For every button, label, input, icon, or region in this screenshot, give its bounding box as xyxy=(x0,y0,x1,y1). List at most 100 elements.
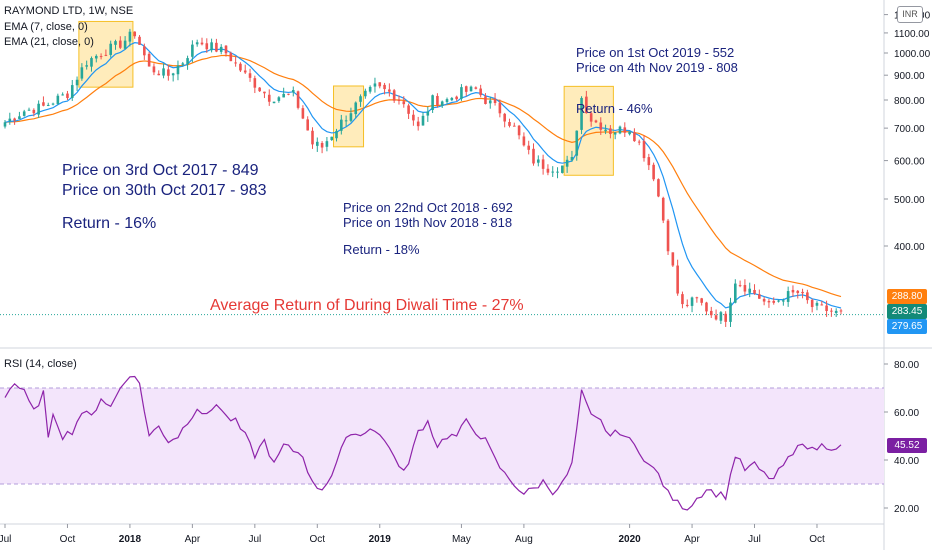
candle xyxy=(234,56,237,67)
candle xyxy=(729,297,732,327)
candle xyxy=(90,56,93,72)
candle-body xyxy=(690,297,694,306)
rsi-legend: RSI (14, close) xyxy=(4,358,77,370)
candle-body xyxy=(541,159,545,169)
candle-body xyxy=(248,73,252,78)
ema21-price-tag: 279.65 xyxy=(887,319,927,334)
candle-body xyxy=(114,41,117,45)
candle xyxy=(200,37,204,46)
candle-body xyxy=(349,113,353,121)
candle-body xyxy=(825,305,828,312)
candle xyxy=(282,87,285,98)
time-axis-label: 2020 xyxy=(618,534,641,545)
candle xyxy=(585,90,588,114)
candle-body xyxy=(123,40,127,49)
candle xyxy=(229,51,233,62)
candle xyxy=(119,36,122,50)
candle-body xyxy=(791,289,795,293)
time-axis-label: Oct xyxy=(809,534,825,545)
candle-body xyxy=(810,299,814,308)
candle xyxy=(243,64,247,75)
candle xyxy=(685,299,689,308)
average-return-annotation: Average Return of During Diwali Time - 2… xyxy=(210,297,524,314)
candle xyxy=(109,40,113,58)
candle xyxy=(287,93,290,96)
candle xyxy=(796,290,800,299)
candle-body xyxy=(762,298,766,302)
candle-body xyxy=(695,297,699,299)
candle xyxy=(176,60,180,81)
candle xyxy=(541,154,545,175)
candle-body xyxy=(37,103,40,115)
candle-body xyxy=(224,45,228,54)
candle-body xyxy=(580,97,583,130)
candle xyxy=(383,82,386,95)
candle xyxy=(99,53,103,60)
candle-body xyxy=(104,54,108,56)
candle xyxy=(503,112,506,128)
candle xyxy=(340,114,343,135)
diwali-highlight-box-2 xyxy=(333,85,365,148)
candle xyxy=(532,143,535,166)
candle xyxy=(354,101,358,119)
candle xyxy=(801,288,804,299)
candle-body xyxy=(368,86,372,92)
candle-body xyxy=(705,302,708,312)
candle xyxy=(272,101,276,104)
candle-body xyxy=(830,310,833,312)
candle-body xyxy=(56,95,60,104)
candle xyxy=(421,112,425,126)
candle-body xyxy=(815,302,819,306)
time-axis-label: Jul xyxy=(0,534,11,545)
candle xyxy=(733,279,737,304)
candle xyxy=(676,259,679,296)
candle xyxy=(51,102,55,106)
candle-body xyxy=(147,53,151,67)
candle-body xyxy=(325,141,329,147)
candle-body xyxy=(263,91,266,94)
candle xyxy=(359,94,362,107)
ema7-legend: EMA (7, close, 0) xyxy=(4,21,88,33)
candle xyxy=(239,62,242,72)
annotation-2017-return: Return - 16% xyxy=(62,215,157,232)
candle-body xyxy=(820,304,824,306)
currency-button[interactable]: INR xyxy=(897,6,923,23)
candle xyxy=(714,309,718,321)
candle xyxy=(762,296,766,306)
candle-body xyxy=(777,300,780,302)
candle-body xyxy=(340,119,343,131)
candle xyxy=(3,119,7,129)
candle-body xyxy=(200,42,204,45)
annotation-2018-return: Return - 18% xyxy=(343,242,420,257)
candle-body xyxy=(75,79,79,86)
candle-body xyxy=(676,265,679,294)
price-axis-label: 900.00 xyxy=(894,71,925,82)
price-axis-label: 600.00 xyxy=(894,157,925,168)
candle-body xyxy=(767,301,771,303)
candle-body xyxy=(70,85,74,99)
candle-body xyxy=(94,55,98,59)
candle-body xyxy=(354,102,358,115)
candle-body xyxy=(637,141,641,143)
candle xyxy=(138,35,141,45)
candle xyxy=(22,109,26,117)
candle xyxy=(32,108,36,117)
candle xyxy=(215,38,218,53)
candle xyxy=(488,96,492,109)
candle xyxy=(311,127,314,149)
candle xyxy=(455,95,458,101)
candle xyxy=(219,44,223,55)
candle-body xyxy=(344,120,348,122)
candle xyxy=(18,111,21,120)
candle-body xyxy=(157,73,161,76)
candle xyxy=(263,91,266,99)
candle-body xyxy=(133,31,137,37)
candle-body xyxy=(152,66,156,73)
candle-body xyxy=(647,157,651,166)
candle-body xyxy=(330,136,334,141)
candle-body xyxy=(162,68,165,76)
price-pane xyxy=(0,20,884,327)
candle xyxy=(46,102,50,107)
candle xyxy=(445,97,449,104)
